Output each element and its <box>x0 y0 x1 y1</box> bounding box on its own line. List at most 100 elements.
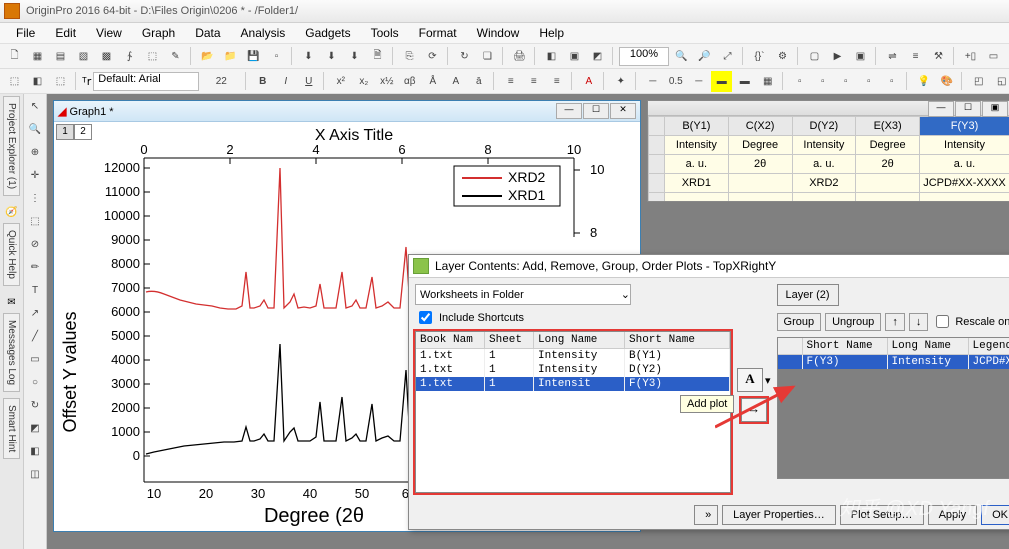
tool-pointer[interactable]: ↖ <box>25 96 46 117</box>
tb-digitizer[interactable]: ◩ <box>587 46 608 67</box>
wks-min[interactable]: — <box>928 101 954 117</box>
cell[interactable]: Intensity <box>792 136 856 155</box>
tool-annot[interactable]: ✛ <box>25 165 46 186</box>
menu-edit[interactable]: Edit <box>45 24 86 42</box>
tb-code[interactable]: {}` <box>749 46 770 67</box>
tb-line-style[interactable]: ─ <box>642 71 663 92</box>
menu-data[interactable]: Data <box>185 24 230 42</box>
tb-compile[interactable]: ⚙ <box>772 46 793 67</box>
tab-messages-log[interactable]: Messages Log <box>3 313 20 392</box>
tb-zoom-in[interactable]: 🔍 <box>671 46 692 67</box>
gw-min[interactable]: — <box>556 103 582 119</box>
tool-circle[interactable]: ○ <box>25 372 46 393</box>
tb-color[interactable]: ◧ <box>27 71 48 92</box>
tb-whole[interactable]: ⤢ <box>717 46 738 67</box>
tb-increase-font[interactable]: Å <box>422 71 443 92</box>
tb-line-width2[interactable]: ─ <box>688 71 709 92</box>
menu-gadgets[interactable]: Gadgets <box>295 24 360 42</box>
tb-opts[interactable]: ⚒ <box>928 46 949 67</box>
tb-italic[interactable]: I <box>275 71 296 92</box>
available-row[interactable]: 1.txt1IntensityD(Y2) <box>416 363 730 377</box>
layer-contents-dialog[interactable]: Layer Contents: Add, Remove, Group, Orde… <box>408 254 1009 530</box>
tb-app[interactable]: ▣ <box>850 46 871 67</box>
tb-bar[interactable]: ā <box>468 71 489 92</box>
include-shortcuts-check[interactable]: Include Shortcuts <box>415 308 731 327</box>
menu-view[interactable]: View <box>86 24 132 42</box>
tool-region[interactable]: ⬚ <box>25 211 46 232</box>
gw-max[interactable]: ☐ <box>583 103 609 119</box>
layer-tab-2[interactable]: 2 <box>74 124 92 140</box>
tb-open[interactable]: 📂 <box>197 46 218 67</box>
tb-open-template[interactable]: 📁 <box>220 46 241 67</box>
tool-line[interactable]: ╱ <box>25 326 46 347</box>
gw-close[interactable]: ✕ <box>610 103 636 119</box>
tool-reader[interactable]: ⊕ <box>25 142 46 163</box>
side-msg[interactable]: ✉ <box>2 292 22 312</box>
tb-symb[interactable]: ▫ <box>789 71 810 92</box>
tb-results[interactable]: ▣ <box>564 46 585 67</box>
tb-palette[interactable]: 🎨 <box>936 71 957 92</box>
col-header[interactable]: D(Y2) <box>792 117 856 136</box>
cell[interactable]: Intensity <box>665 136 729 155</box>
tb-recalc[interactable]: ⟳ <box>422 46 443 67</box>
list-col-header[interactable]: Book Nam <box>416 332 485 348</box>
tb-line-width[interactable]: 0.5 <box>665 71 686 92</box>
list-col-header[interactable]: Long Name <box>888 338 969 354</box>
tb-align-r[interactable]: ≡ <box>546 71 567 92</box>
group-button[interactable]: Group <box>777 313 822 331</box>
wks-close[interactable]: ▣ <box>982 101 1008 117</box>
col-header[interactable]: B(Y1) <box>665 117 729 136</box>
cell[interactable]: a. u. <box>792 155 856 174</box>
plot-setup-button[interactable]: Plot Setup… <box>840 505 924 525</box>
tb-sub[interactable]: x₂ <box>353 71 374 92</box>
tool-draw[interactable]: ✏ <box>25 257 46 278</box>
move-up-button[interactable]: ↑ <box>885 313 905 331</box>
tab-project-explorer[interactable]: Project Explorer (1) <box>3 96 20 196</box>
tool-rot[interactable]: ↻ <box>25 395 46 416</box>
cell[interactable]: XRD2 <box>792 174 856 193</box>
list-col-header[interactable]: Sheet <box>485 332 534 348</box>
cell[interactable]: Intensity <box>920 136 1009 155</box>
plot-row[interactable]: F(Y3)IntensityJCPD#XXLine <box>778 355 1009 369</box>
layer-button[interactable]: Layer (2) <box>777 284 839 306</box>
tb-sup[interactable]: x² <box>330 71 351 92</box>
tool-rect[interactable]: ▭ <box>25 349 46 370</box>
tb-props[interactable]: ⬚ <box>4 71 25 92</box>
tb-font-color[interactable]: A <box>578 71 599 92</box>
font-combo[interactable]: Default: Arial <box>93 72 199 91</box>
tb-supsub[interactable]: x½ <box>376 71 397 92</box>
list-col-header[interactable]: Legend <box>969 338 1009 354</box>
list-col-header[interactable]: Short Name <box>803 338 888 354</box>
tb-align-c[interactable]: ≡ <box>523 71 544 92</box>
tb-symedge[interactable]: ▫ <box>835 71 856 92</box>
tb-batch[interactable]: ⎘ <box>399 46 420 67</box>
rescale-check[interactable]: Rescale on Apply <box>932 312 1009 331</box>
apply-button[interactable]: Apply <box>928 505 978 525</box>
tb-import-excel[interactable]: ⬇ <box>344 46 365 67</box>
tb-new-function[interactable]: ∱ <box>119 46 140 67</box>
tb-slide[interactable]: ▢ <box>804 46 825 67</box>
tb-new-matrix[interactable]: ▩ <box>96 46 117 67</box>
menu-window[interactable]: Window <box>467 24 530 42</box>
add-plot-button[interactable]: → <box>741 398 767 422</box>
tb-import-wizard[interactable]: ⬇ <box>298 46 319 67</box>
tool-scale[interactable]: ◫ <box>25 464 46 485</box>
rescale-checkbox[interactable] <box>936 315 949 328</box>
tb-fillc[interactable]: ▬ <box>734 71 755 92</box>
tb-new-graph[interactable]: ▧ <box>73 46 94 67</box>
menu-analysis[interactable]: Analysis <box>231 24 296 42</box>
tb-symsz[interactable]: ▫ <box>812 71 833 92</box>
wks-max[interactable]: ☐ <box>955 101 981 117</box>
tb-fill[interactable]: ▬ <box>711 71 732 92</box>
tab-smart-hint[interactable]: Smart Hint <box>3 398 20 459</box>
tool-img[interactable]: ◧ <box>25 441 46 462</box>
tb-align-l[interactable]: ≡ <box>500 71 521 92</box>
tool-arrow[interactable]: ↗ <box>25 303 46 324</box>
menu-graph[interactable]: Graph <box>132 24 185 42</box>
tb-underline[interactable]: U <box>298 71 319 92</box>
layer-plots-list[interactable]: Short NameLong NameLegendPlot TypF(Y3)In… <box>777 337 1009 479</box>
worksheets-combo[interactable]: Worksheets in Folder⌄ <box>415 284 631 305</box>
plot-type-button[interactable]: A <box>737 368 763 392</box>
list-col-header[interactable]: Long Name <box>534 332 625 348</box>
more-button[interactable]: » <box>694 505 718 525</box>
